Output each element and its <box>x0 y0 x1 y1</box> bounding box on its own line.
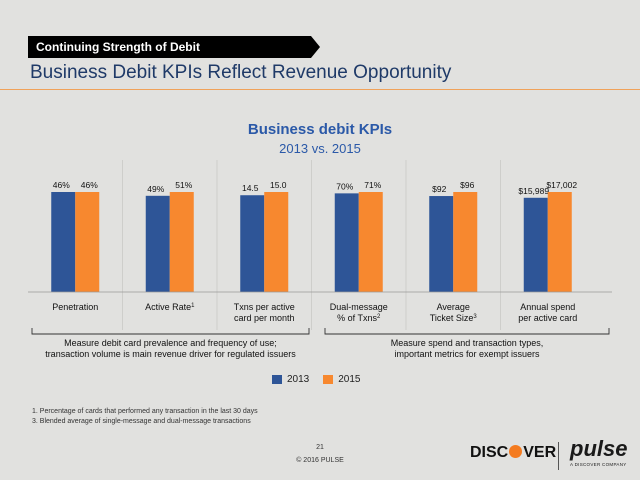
bracket-caption-0-0: Measure debit card prevalence and freque… <box>64 338 277 348</box>
kpi-bar-chart: 46% 46% Penetration 49% 51% Active Rate1 14.5 1… <box>28 160 612 359</box>
category-label-5-0: Annual spend <box>520 302 575 312</box>
legend-item-2013: 2013 <box>272 374 309 385</box>
bar-2-2013 <box>240 195 265 292</box>
data-label-5-2013: $15,989 <box>518 186 549 196</box>
bar-1-2013 <box>145 195 170 292</box>
legend-label-2013: 2013 <box>287 374 310 385</box>
bar-5-2015 <box>547 192 572 292</box>
bar-4-2015 <box>453 192 478 292</box>
bar-3-2015 <box>358 192 383 292</box>
section-banner: Continuing Strength of Debit <box>28 36 320 58</box>
data-label-3-2015: 71% <box>364 180 381 190</box>
discover-logo-text-a: DISC <box>470 444 509 461</box>
chart-title: Business debit KPIs <box>247 121 393 138</box>
bar-1-2015 <box>169 192 194 292</box>
category-label-4-1: Ticket Size3 <box>430 313 478 323</box>
data-label-0-2015: 46% <box>81 180 98 190</box>
bar-3-2013 <box>334 193 359 292</box>
data-label-4-2013: $92 <box>432 184 446 194</box>
page-number: 21 <box>316 444 324 451</box>
discover-logo-text-b: VER <box>523 444 557 461</box>
copyright: © 2016 PULSE <box>296 457 344 464</box>
legend-swatch-2013 <box>272 375 282 384</box>
data-label-2-2013: 14.5 <box>242 183 259 193</box>
bar-0-2015 <box>75 192 100 292</box>
section-banner-text: Continuing Strength of Debit <box>36 40 200 54</box>
category-label-1-0: Active Rate1 <box>145 302 195 312</box>
data-label-4-2015: $96 <box>460 180 474 190</box>
bar-4-2013 <box>429 196 454 292</box>
category-label-2-0: Txns per active <box>234 302 295 312</box>
data-label-0-2013: 46% <box>53 180 70 190</box>
category-footnote-ref-3: 2 <box>377 314 381 320</box>
discover-logo-orb-icon <box>509 445 523 458</box>
group-bracket-1 <box>324 328 610 335</box>
category-label-0-0: Penetration <box>52 302 98 312</box>
data-label-2-2015: 15.0 <box>270 180 287 190</box>
category-label-3-1: % of Txns2 <box>337 313 381 323</box>
footnotes: 1. Percentage of cards that performed an… <box>32 407 258 427</box>
data-label-1-2013: 49% <box>147 184 164 194</box>
pulse-logo: pulse <box>570 436 628 461</box>
bracket-caption-1-1: important metrics for exempt issuers <box>394 349 540 359</box>
category-label-2-1: card per month <box>234 313 295 323</box>
bracket-caption-1-0: Measure spend and transaction types, <box>391 338 544 348</box>
category-footnote-ref-4: 3 <box>473 314 477 320</box>
category-label-3-0: Dual-message <box>330 302 388 312</box>
bar-2-2015 <box>264 192 289 292</box>
data-label-1-2015: 51% <box>175 180 192 190</box>
category-label-5-1: per active card <box>518 313 577 323</box>
group-bracket-0 <box>31 328 310 335</box>
chart-legend: 2013 2015 <box>272 374 375 385</box>
bar-0-2013 <box>51 192 76 292</box>
pulse-logo-tagline: A DISCOVER COMPANY <box>570 462 627 467</box>
legend-label-2015: 2015 <box>338 374 361 385</box>
legend-swatch-2015 <box>323 375 334 384</box>
legend-item-2015: 2015 <box>323 374 361 385</box>
category-footnote-ref-1: 1 <box>191 303 195 309</box>
chart-subtitle: 2013 vs. 2015 <box>279 141 361 156</box>
logo-divider <box>558 442 559 470</box>
bracket-caption-0-1: transaction volume is main revenue drive… <box>45 349 296 359</box>
category-label-4-0: Average <box>437 302 470 312</box>
discover-logo: DISC VER <box>470 444 556 462</box>
footnote-1: 1. Percentage of cards that performed an… <box>32 408 258 415</box>
data-label-5-2015: $17,002 <box>546 180 577 190</box>
title-divider <box>0 89 640 90</box>
page-title: Business Debit KPIs Reflect Revenue Oppo… <box>30 62 452 83</box>
data-label-3-2013: 70% <box>336 181 353 191</box>
bar-5-2013 <box>523 197 548 292</box>
footnote-3: 3. Blended average of single-message and… <box>32 418 251 425</box>
